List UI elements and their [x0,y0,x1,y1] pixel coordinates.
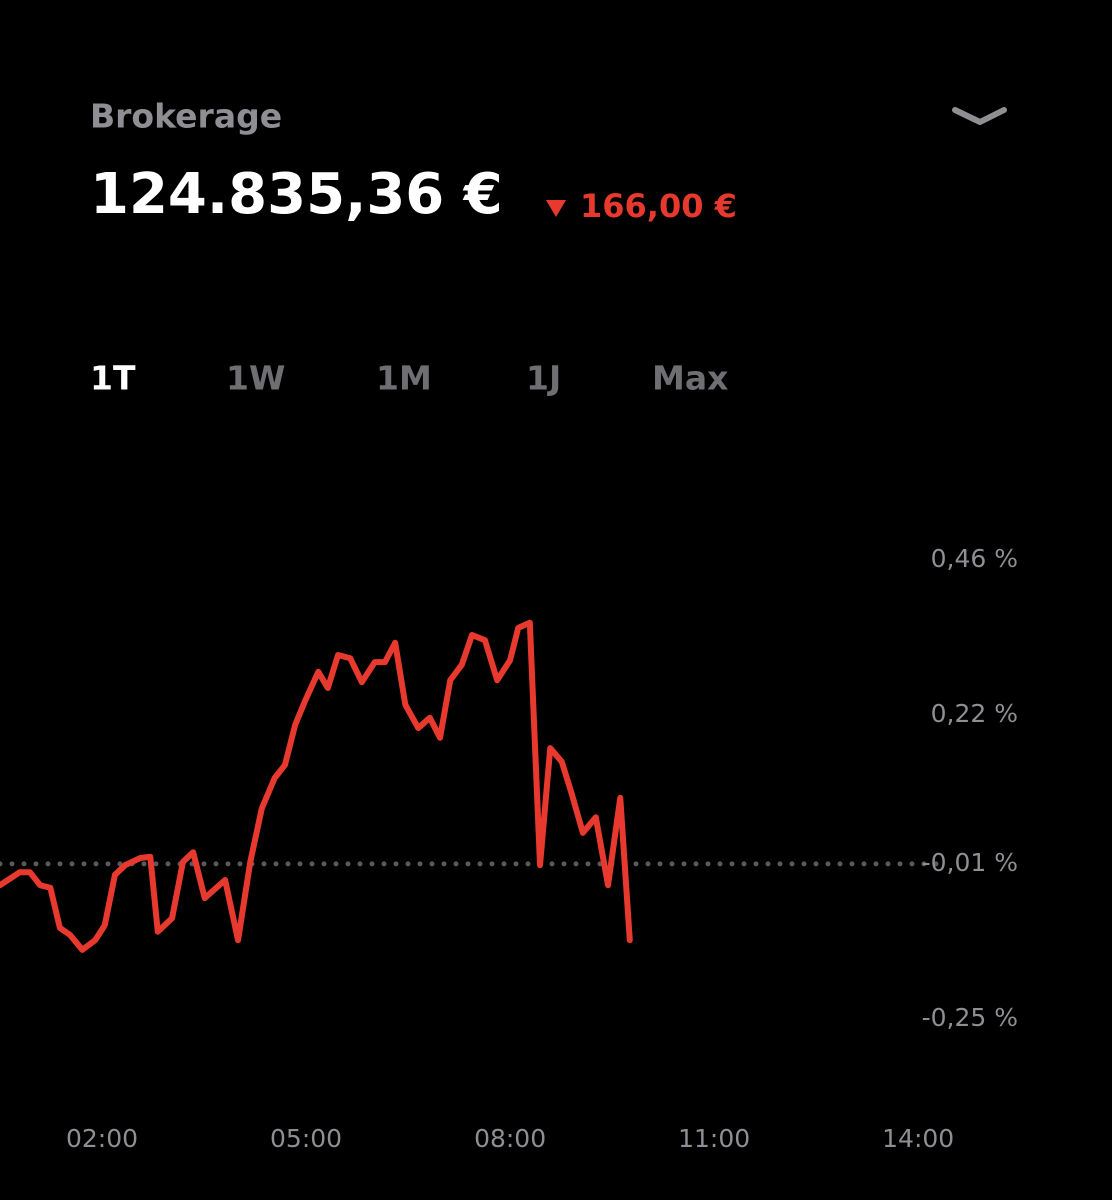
tab[interactable]: 1T [90,359,136,398]
x-tick-label: 11:00 [678,1124,750,1153]
x-tick-label: 14:00 [882,1124,954,1153]
tab[interactable]: Max [652,359,728,398]
down-triangle [546,200,566,217]
x-tick-label: 05:00 [270,1124,342,1153]
dropdown-chevron[interactable] [952,107,1007,125]
price-line [0,619,633,953]
tab[interactable]: 1W [226,359,285,398]
tab[interactable]: 1J [526,359,561,398]
x-tick-label: 02:00 [66,1124,138,1153]
account-name: Brokerage [90,97,282,136]
y-tick-label: 0,22 % [931,699,1018,728]
daily-change: 166,00 € [580,187,737,225]
chart: 0,46 % 0,22 % -0,01 % -0,25 % 02:00 05:00 08:0… [0,544,1018,1153]
tab-bar: 1T 1W 1M 1J Max [90,359,728,398]
y-tick-label: -0,01 % [922,848,1018,877]
balance: 124.835,36 € [90,162,503,227]
tab[interactable]: 1M [376,359,432,398]
y-tick-label: -0,25 % [922,1003,1018,1032]
x-tick-label: 08:00 [474,1124,546,1153]
y-tick-label: 0,46 % [931,544,1018,573]
